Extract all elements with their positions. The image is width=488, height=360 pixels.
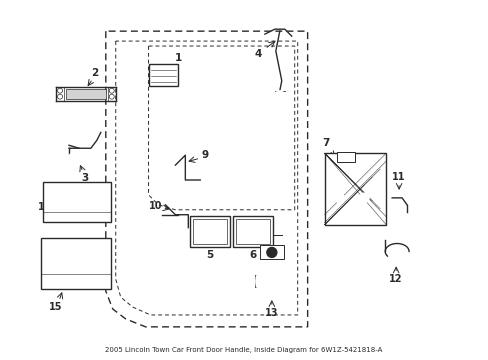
Text: 2: 2 <box>91 68 98 78</box>
Circle shape <box>334 193 344 203</box>
Text: 3: 3 <box>81 173 88 183</box>
Bar <box>337 152 355 162</box>
Circle shape <box>255 265 287 297</box>
Circle shape <box>263 272 280 290</box>
Circle shape <box>52 262 62 273</box>
Circle shape <box>346 213 357 223</box>
Bar <box>66 89 105 99</box>
Circle shape <box>402 214 410 222</box>
Bar <box>148 64 178 86</box>
Text: 4: 4 <box>254 49 261 59</box>
Bar <box>233 216 272 247</box>
Circle shape <box>274 91 284 100</box>
Bar <box>260 246 283 260</box>
Circle shape <box>51 201 63 213</box>
Text: 6: 6 <box>249 251 256 260</box>
Circle shape <box>266 247 276 257</box>
Bar <box>190 216 230 247</box>
Text: 7: 7 <box>321 138 328 148</box>
Circle shape <box>68 153 78 163</box>
Bar <box>236 219 269 244</box>
Text: 15: 15 <box>49 302 62 312</box>
Bar <box>43 182 111 222</box>
Text: 13: 13 <box>264 308 278 318</box>
Text: 1: 1 <box>174 53 182 63</box>
Text: 11: 11 <box>391 172 405 182</box>
Text: 2005 Lincoln Town Car Front Door Handle, Inside Diagram for 6W1Z-5421818-A: 2005 Lincoln Town Car Front Door Handle,… <box>105 347 382 353</box>
Text: 14: 14 <box>39 202 52 212</box>
Text: 5: 5 <box>206 251 213 260</box>
Bar <box>193 219 226 244</box>
Circle shape <box>85 277 96 288</box>
Circle shape <box>52 277 62 288</box>
Circle shape <box>85 262 96 273</box>
Bar <box>324 153 386 225</box>
Text: 12: 12 <box>388 274 402 284</box>
Text: 8: 8 <box>248 237 255 247</box>
Circle shape <box>85 201 97 213</box>
Bar <box>41 238 111 289</box>
Text: 10: 10 <box>148 201 162 211</box>
Text: 9: 9 <box>201 150 208 160</box>
Circle shape <box>359 193 368 203</box>
